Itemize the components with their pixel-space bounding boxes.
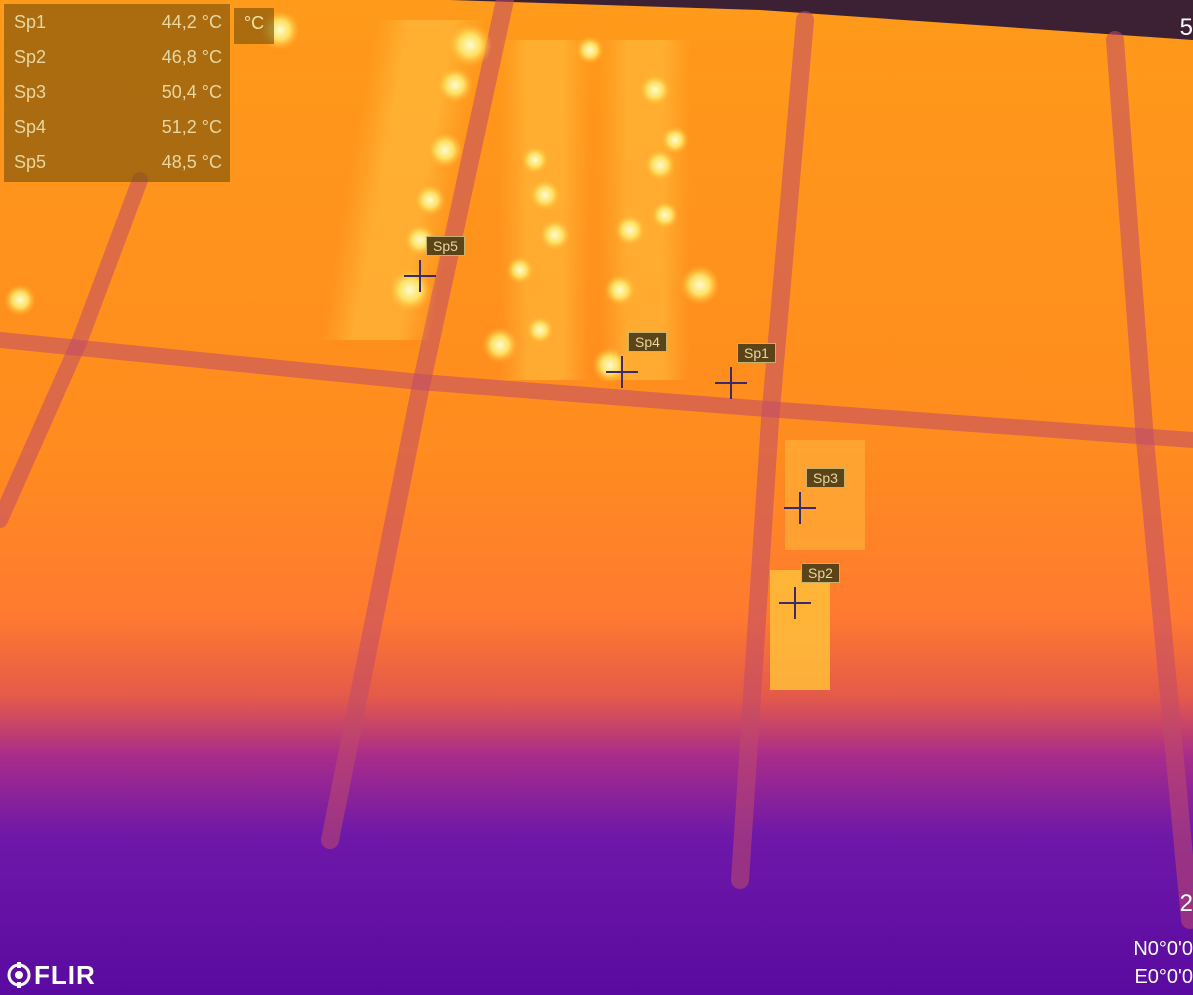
spot-marker-label: Sp3 [806, 468, 845, 488]
measurement-label: Sp1 [14, 12, 47, 32]
measurement-label: Sp5 [14, 152, 47, 172]
edge-glyph-bottom: 2 [1179, 890, 1193, 917]
measurement-value: 48,5 °C [161, 152, 222, 172]
measurement-table: Sp1 44,2 °C Sp2 46,8 °C Sp3 50,4 °C Sp4 … [4, 4, 230, 182]
crosshair-icon [784, 492, 816, 524]
gps-longitude: E0°0'0 [1134, 966, 1193, 988]
spot-marker[interactable]: Sp3 [784, 468, 845, 524]
crosshair-icon [779, 587, 811, 619]
measurement-value: 51,2 °C [161, 117, 222, 137]
brand-logo: FLIR [6, 958, 116, 990]
measurement-row: Sp1 44,2 °C [4, 6, 230, 40]
measurement-value: 46,8 °C [161, 47, 222, 67]
crosshair-icon [715, 367, 747, 399]
edge-glyph-top: 5 [1179, 14, 1193, 41]
measurement-label: Sp3 [14, 82, 47, 102]
measurement-row: Sp2 46,8 °C [4, 41, 230, 75]
measurement-value: 50,4 °C [161, 82, 222, 102]
temperature-unit-label: °C [234, 8, 274, 44]
measurement-row: Sp4 51,2 °C [4, 111, 230, 145]
spot-marker[interactable]: Sp4 [606, 332, 667, 388]
measurement-label: Sp2 [14, 47, 47, 67]
brand-name: FLIR [34, 960, 96, 990]
measurement-row: Sp3 50,4 °C [4, 76, 230, 110]
flir-logo-icon [7, 962, 31, 988]
gps-latitude: N0°0'0 [1133, 938, 1193, 960]
spot-marker-label: Sp4 [628, 332, 667, 352]
spot-marker[interactable]: Sp1 [715, 343, 776, 399]
measurement-value: 44,2 °C [161, 12, 222, 32]
spot-marker-label: Sp1 [737, 343, 776, 363]
spot-marker[interactable]: Sp5 [404, 236, 465, 292]
crosshair-icon [404, 260, 436, 292]
spot-marker[interactable]: Sp2 [779, 563, 840, 619]
measurement-row: Sp5 48,5 °C [4, 146, 230, 180]
crosshair-icon [606, 356, 638, 388]
measurement-label: Sp4 [14, 117, 47, 137]
spot-marker-label: Sp5 [426, 236, 465, 256]
spot-marker-label: Sp2 [801, 563, 840, 583]
